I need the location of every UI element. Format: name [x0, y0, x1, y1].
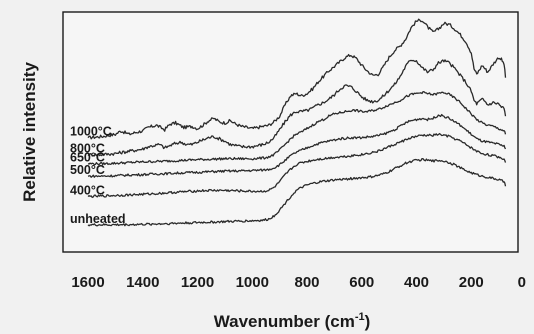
- x-tick-group: 1600 1400 1200 1000 800 600 400 200 0: [71, 274, 526, 291]
- series-label: 500°C: [70, 163, 105, 177]
- plot-area: [62, 11, 519, 253]
- series-line: [87, 59, 507, 157]
- series-line: [87, 90, 507, 166]
- x-axis-title: Wavenumber (cm-1): [214, 311, 371, 331]
- x-tick-label: 800: [294, 274, 319, 291]
- series-label: 650°C: [70, 151, 105, 165]
- series-group: [87, 18, 507, 227]
- x-tick-label: 1600: [71, 274, 104, 291]
- x-tick-label: 1400: [126, 274, 159, 291]
- series-line: [87, 18, 507, 140]
- series-line: [87, 113, 507, 178]
- x-tick-label: 400: [404, 274, 429, 291]
- y-axis-title: Relative intensity: [20, 62, 39, 202]
- series-label: 400°C: [70, 184, 105, 198]
- x-axis-title-main: Wavenumber (cm: [214, 312, 355, 331]
- x-tick-label: 200: [459, 274, 484, 291]
- x-axis-title-superscript: -1: [355, 311, 365, 323]
- x-tick-label: 0: [518, 274, 526, 291]
- series-line: [87, 157, 507, 227]
- x-tick-label: 1000: [236, 274, 269, 291]
- series-label: 1000°C: [70, 125, 112, 139]
- series-label: 800°C: [70, 142, 105, 156]
- series-line: [87, 132, 507, 199]
- x-tick-label: 1200: [181, 274, 214, 291]
- x-axis-title-close: ): [365, 312, 371, 331]
- x-tick-label: 600: [349, 274, 374, 291]
- series-label: unheated: [70, 212, 126, 226]
